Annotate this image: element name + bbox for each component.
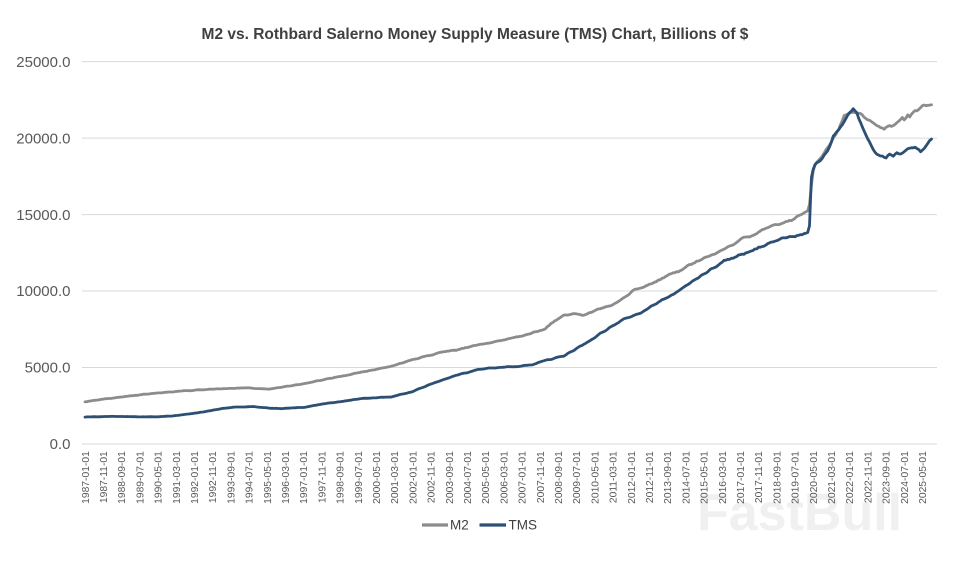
- svg-text:2021-03-01: 2021-03-01: [827, 451, 838, 504]
- svg-text:M2: M2: [450, 518, 469, 533]
- svg-text:2020-05-01: 2020-05-01: [809, 451, 820, 504]
- svg-text:2000-05-01: 2000-05-01: [372, 451, 383, 504]
- svg-text:2013-09-01: 2013-09-01: [663, 451, 674, 504]
- svg-text:2004-07-01: 2004-07-01: [463, 451, 474, 504]
- svg-text:1994-07-01: 1994-07-01: [245, 451, 256, 504]
- svg-text:1987-01-01: 1987-01-01: [81, 451, 92, 504]
- svg-text:2022-11-01: 2022-11-01: [863, 451, 874, 503]
- svg-text:TMS: TMS: [509, 518, 538, 533]
- svg-text:2016-03-01: 2016-03-01: [718, 451, 729, 504]
- svg-text:2023-09-01: 2023-09-01: [882, 451, 893, 504]
- svg-text:2022-01-01: 2022-01-01: [845, 451, 856, 504]
- svg-text:2014-07-01: 2014-07-01: [681, 451, 692, 504]
- svg-text:2012-11-01: 2012-11-01: [645, 451, 656, 503]
- svg-text:1996-03-01: 1996-03-01: [281, 451, 292, 504]
- svg-text:2003-09-01: 2003-09-01: [445, 451, 456, 504]
- svg-text:2002-11-01: 2002-11-01: [427, 451, 438, 503]
- svg-text:M2 vs. Rothbard Salerno Money: M2 vs. Rothbard Salerno Money Supply Mea…: [202, 26, 749, 43]
- svg-text:FastBull: FastBull: [697, 484, 902, 542]
- svg-text:1999-07-01: 1999-07-01: [354, 451, 365, 504]
- svg-text:2009-07-01: 2009-07-01: [572, 451, 583, 504]
- svg-text:2012-01-01: 2012-01-01: [627, 451, 638, 504]
- svg-text:2017-01-01: 2017-01-01: [736, 451, 747, 504]
- svg-text:2010-05-01: 2010-05-01: [590, 451, 601, 504]
- svg-text:2005-05-01: 2005-05-01: [481, 451, 492, 504]
- svg-text:2018-09-01: 2018-09-01: [772, 451, 783, 504]
- svg-text:2017-11-01: 2017-11-01: [754, 451, 765, 503]
- svg-text:2019-07-01: 2019-07-01: [791, 451, 802, 504]
- svg-text:15000.0: 15000.0: [16, 207, 70, 224]
- svg-text:1997-01-01: 1997-01-01: [299, 451, 310, 504]
- svg-text:1988-09-01: 1988-09-01: [117, 451, 128, 504]
- svg-text:1990-05-01: 1990-05-01: [154, 451, 165, 504]
- svg-text:2025-05-01: 2025-05-01: [918, 451, 929, 504]
- svg-text:2024-07-01: 2024-07-01: [900, 451, 911, 504]
- svg-text:2015-05-01: 2015-05-01: [700, 451, 711, 504]
- svg-text:1989-07-01: 1989-07-01: [135, 451, 146, 504]
- svg-text:2011-03-01: 2011-03-01: [609, 451, 620, 503]
- svg-text:1995-05-01: 1995-05-01: [263, 451, 274, 504]
- svg-text:2007-11-01: 2007-11-01: [536, 451, 547, 503]
- svg-text:1992-01-01: 1992-01-01: [190, 451, 201, 504]
- svg-text:2002-01-01: 2002-01-01: [408, 451, 419, 504]
- svg-text:2001-03-01: 2001-03-01: [390, 451, 401, 504]
- svg-text:0.0: 0.0: [50, 436, 71, 453]
- svg-text:1993-09-01: 1993-09-01: [226, 451, 237, 504]
- svg-text:10000.0: 10000.0: [16, 283, 70, 300]
- svg-text:1987-11-01: 1987-11-01: [99, 451, 110, 503]
- svg-text:5000.0: 5000.0: [25, 360, 71, 377]
- svg-text:20000.0: 20000.0: [16, 130, 70, 147]
- svg-text:2007-01-01: 2007-01-01: [518, 451, 529, 504]
- svg-text:2008-09-01: 2008-09-01: [554, 451, 565, 504]
- svg-text:1998-09-01: 1998-09-01: [336, 451, 347, 504]
- svg-text:2006-03-01: 2006-03-01: [499, 451, 510, 504]
- svg-text:1992-11-01: 1992-11-01: [208, 451, 219, 503]
- svg-text:1997-11-01: 1997-11-01: [317, 451, 328, 503]
- svg-text:1991-03-01: 1991-03-01: [172, 451, 183, 504]
- svg-text:25000.0: 25000.0: [16, 54, 70, 71]
